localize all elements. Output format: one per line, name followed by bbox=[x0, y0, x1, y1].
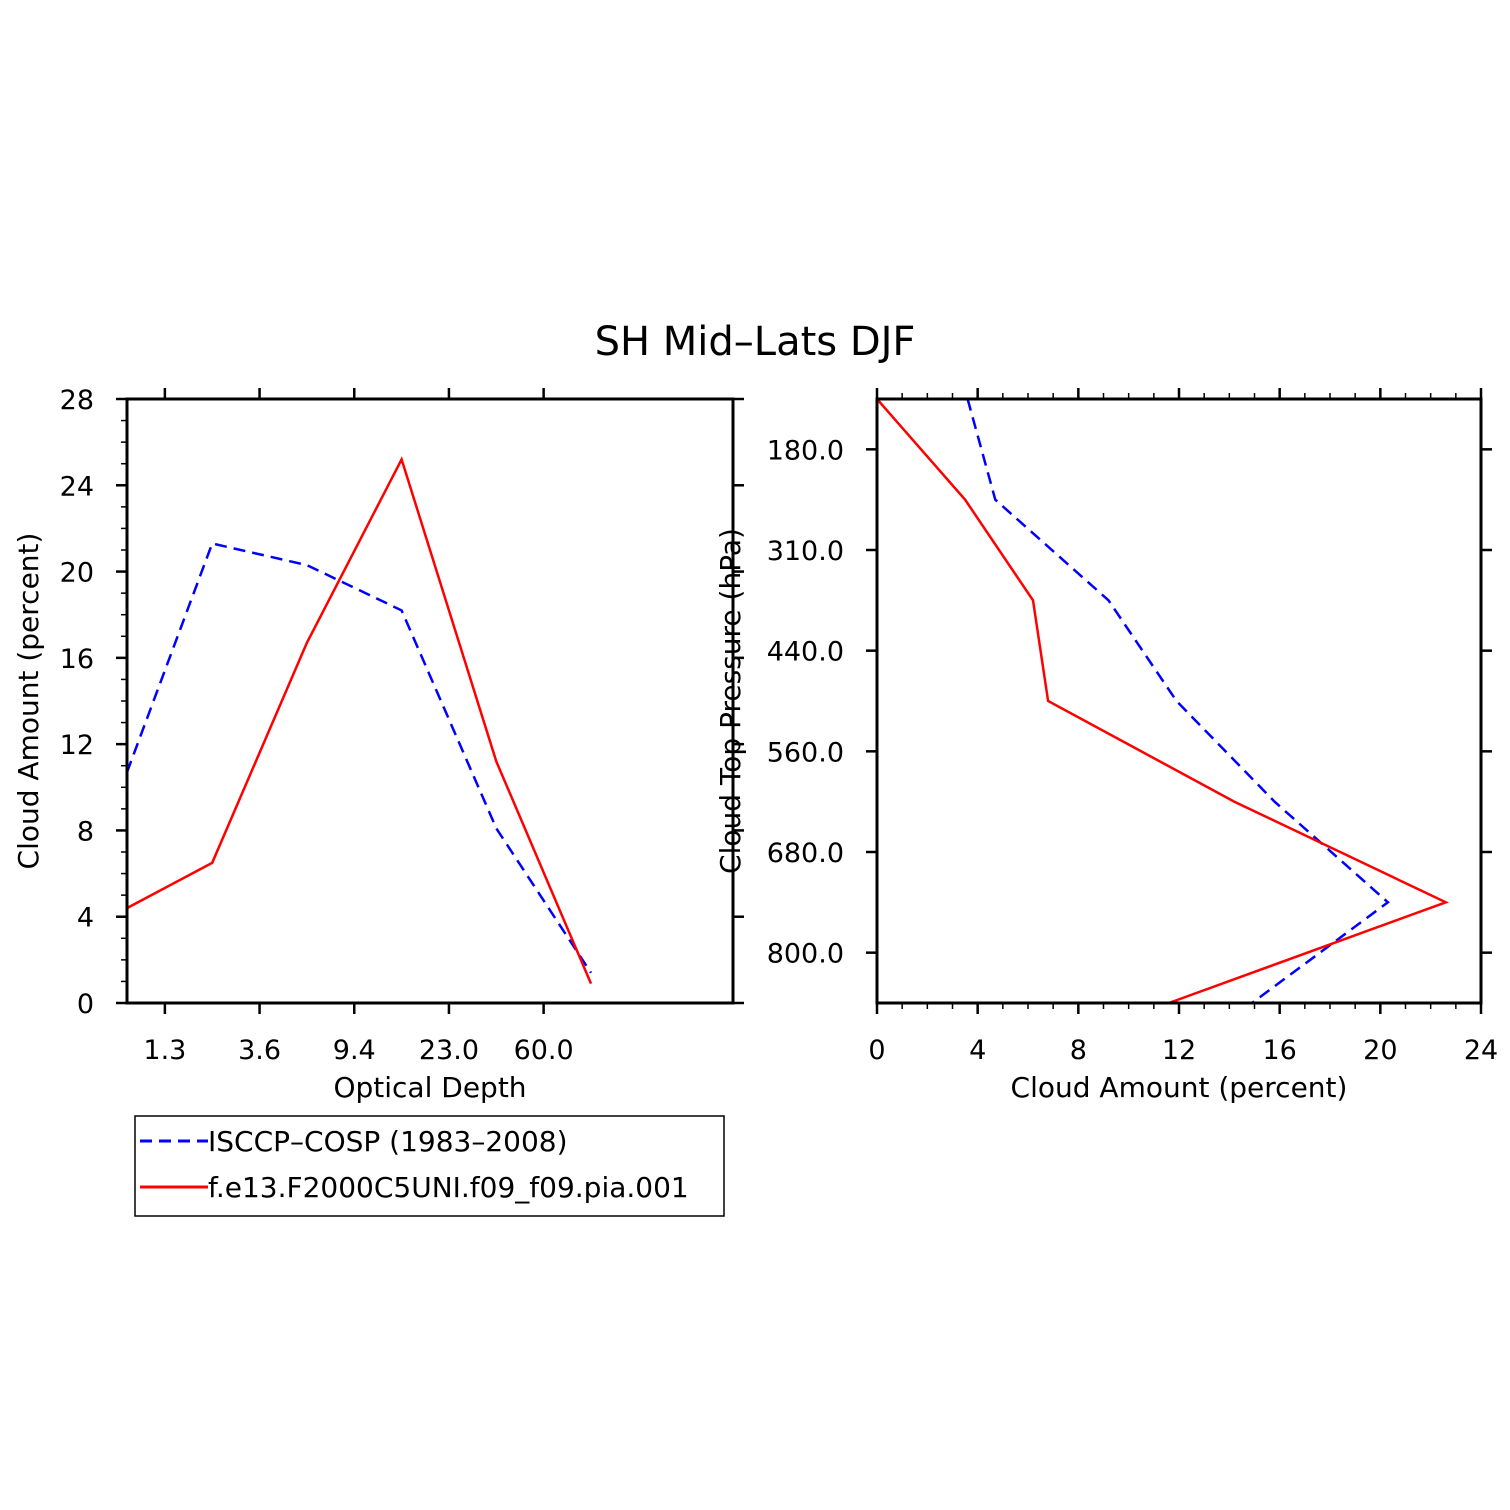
right-y-tick-label: 800.0 bbox=[767, 939, 844, 970]
left-x-tick-label: 9.4 bbox=[333, 1035, 376, 1066]
left-x-tick-label: 3.6 bbox=[238, 1035, 281, 1066]
left-x-tick-label: 1.3 bbox=[143, 1035, 186, 1066]
left-y-tick-label: 28 bbox=[60, 385, 94, 416]
right-y-tick-label: 560.0 bbox=[767, 737, 844, 768]
legend: ISCCP–COSP (1983–2008) f.e13.F2000C5UNI.… bbox=[134, 1115, 725, 1217]
optical-depth-panel: 0 4 8 12 16 20 24 28 1.3 3.6 9.4 23.0 60.0 Optical D… bbox=[12, 385, 744, 1104]
legend-box bbox=[134, 1115, 725, 1217]
right-x-tick-label: 24 bbox=[1464, 1035, 1498, 1066]
left-y-tick-label: 4 bbox=[77, 903, 94, 934]
left-series-lines bbox=[125, 456, 593, 985]
legend-label-obs: ISCCP–COSP (1983–2008) bbox=[208, 1125, 568, 1158]
right-x-tick-label: 20 bbox=[1363, 1035, 1397, 1066]
right-x-tick-label: 4 bbox=[969, 1035, 986, 1066]
left-y-tick-label: 20 bbox=[60, 558, 94, 589]
right-axis-ticks: 0 4 8 12 16 20 24 180.0 310.0 440.0 560.0 680.0 800.… bbox=[767, 388, 1498, 1066]
right-plot-frame bbox=[875, 397, 1483, 1005]
left-plot-frame bbox=[125, 397, 735, 1005]
left-series-obs-line bbox=[125, 542, 593, 974]
left-series-model-line bbox=[126, 456, 593, 985]
right-x-tick-label: 16 bbox=[1262, 1035, 1296, 1066]
right-y-axis-label: Cloud Top Pressure (hPa) bbox=[714, 528, 747, 874]
right-y-tick-label: 180.0 bbox=[767, 435, 844, 466]
left-y-tick-label: 24 bbox=[60, 471, 94, 502]
left-y-axis-label: Cloud Amount (percent) bbox=[12, 533, 45, 870]
right-x-axis-label: Cloud Amount (percent) bbox=[1011, 1071, 1348, 1104]
right-x-tick-label: 8 bbox=[1070, 1035, 1087, 1066]
left-x-tick-label: 23.0 bbox=[419, 1035, 479, 1066]
left-x-tick-label: 60.0 bbox=[514, 1035, 574, 1066]
left-axis-ticks: 0 4 8 12 16 20 24 28 1.3 3.6 9.4 23.0 60.0 bbox=[60, 385, 744, 1066]
right-x-tick-label: 12 bbox=[1162, 1035, 1196, 1066]
left-y-tick-label: 8 bbox=[77, 816, 94, 847]
right-y-tick-label: 680.0 bbox=[767, 838, 844, 869]
right-series-lines bbox=[876, 398, 1450, 1005]
left-y-tick-label: 16 bbox=[60, 644, 94, 675]
right-series-obs-line bbox=[966, 398, 1390, 1005]
legend-label-model: f.e13.F2000C5UNI.f09_f09.pia.001 bbox=[208, 1171, 689, 1204]
left-y-tick-label: 12 bbox=[60, 730, 94, 761]
left-y-tick-label: 0 bbox=[77, 989, 94, 1020]
left-x-axis-label: Optical Depth bbox=[333, 1071, 526, 1104]
right-y-tick-label: 440.0 bbox=[767, 637, 844, 668]
pressure-panel: 0 4 8 12 16 20 24 180.0 310.0 440.0 560.0 680.0 800.… bbox=[714, 388, 1498, 1104]
chart-title: SH Mid–Lats DJF bbox=[595, 319, 916, 365]
right-series-model-line bbox=[876, 398, 1450, 1005]
right-x-tick-label: 0 bbox=[868, 1035, 885, 1066]
right-y-tick-label: 310.0 bbox=[767, 536, 844, 567]
